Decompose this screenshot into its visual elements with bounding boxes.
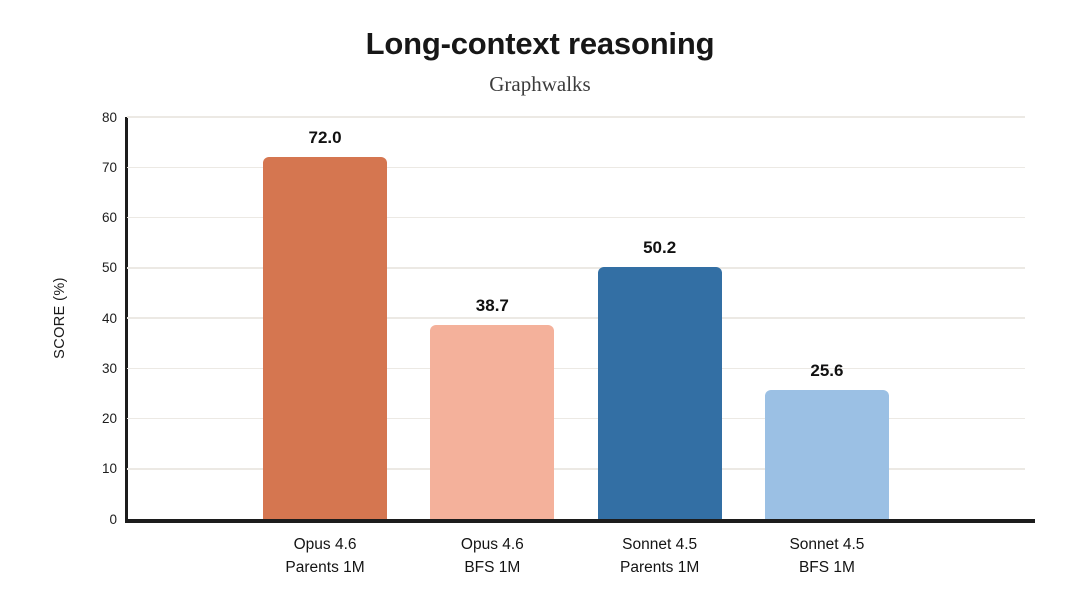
bar (597, 266, 722, 519)
x-category-line2: Parents 1M (285, 559, 365, 576)
y-axis-title: SCORE (%) (52, 277, 68, 359)
bar (430, 324, 555, 519)
y-axis-line (125, 117, 128, 521)
x-category-line1: Sonnet 4.5 (622, 536, 698, 553)
gridline (127, 417, 1025, 420)
x-axis-line (125, 519, 1035, 523)
chart-title: Long-context reasoning (365, 26, 715, 61)
gridline (127, 116, 1025, 118)
gridline (127, 468, 1025, 470)
bar-value-label: 50.2 (643, 237, 677, 257)
x-category-line2: BFS 1M (464, 559, 521, 576)
chart-subtitle: Graphwalks (489, 72, 591, 96)
y-tick-label: 40 (101, 310, 117, 326)
y-tick-label: 60 (101, 209, 117, 225)
x-category-line2: Parents 1M (620, 559, 700, 576)
y-tick-label: 50 (101, 260, 117, 275)
bar-value-label: 72.0 (308, 128, 342, 148)
x-category-label: Sonnet 4.5 BFS 1M (742, 533, 912, 579)
y-tick-label: 70 (101, 159, 117, 175)
x-category-line1: Sonnet 4.5 (789, 536, 865, 553)
gridline (127, 367, 1025, 369)
gridline (127, 267, 1025, 269)
x-category-line2: BFS 1M (798, 559, 855, 576)
x-category-label: Opus 4.6 Parents 1M (240, 533, 410, 579)
y-tick-label: 80 (101, 109, 117, 125)
bar-value-label: 25.6 (810, 361, 844, 381)
x-category-label: Sonnet 4.5 Parents 1M (575, 533, 745, 579)
y-tick-label: 10 (101, 461, 117, 476)
bar (764, 390, 889, 519)
gridline (127, 317, 1025, 319)
x-category-line1: Opus 4.6 (460, 536, 524, 553)
x-category-label: Opus 4.6 BFS 1M (407, 533, 577, 579)
gridline (127, 216, 1025, 219)
plot-area: SCORE (%) 0 10 20 30 40 50 60 70 80 72.0 Opus 4.6 P… (52, 110, 1035, 576)
gridline (127, 166, 1025, 168)
bar (263, 157, 388, 519)
y-tick-label: 0 (109, 511, 117, 527)
x-category-line1: Opus 4.6 (293, 536, 357, 553)
y-tick-label: 30 (101, 360, 117, 376)
bar-value-label: 38.7 (475, 295, 509, 315)
y-tick-label: 20 (101, 410, 117, 426)
